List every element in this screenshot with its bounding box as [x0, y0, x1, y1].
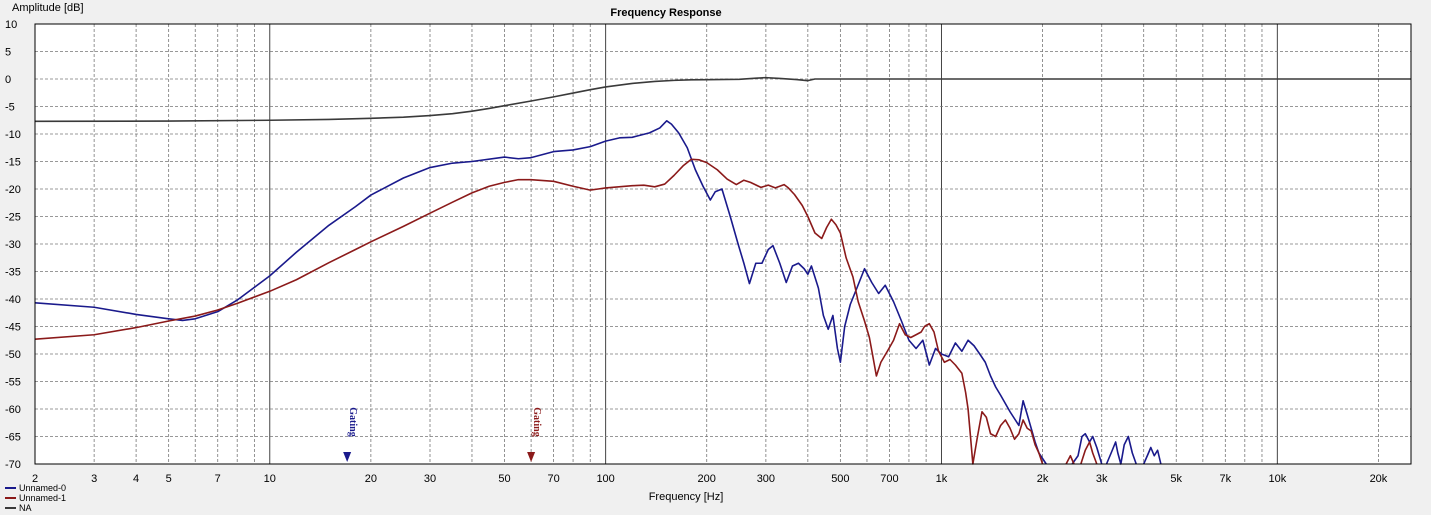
legend-label: Unnamed-1	[19, 493, 66, 503]
x-tick-label: 10	[264, 473, 276, 485]
plot-border	[34, 23, 1412, 465]
y-tick-label: -25	[5, 212, 21, 224]
legend-item: Unnamed-0	[5, 483, 66, 493]
gating-marker: Gating	[343, 407, 358, 462]
y-tick-label: -30	[5, 239, 21, 251]
series-line-segment	[1065, 454, 1075, 465]
x-tick-label: 700	[880, 473, 898, 485]
x-tick-label: 200	[698, 473, 716, 485]
gating-marker-label: Gating	[531, 407, 542, 436]
x-tick-label: 100	[596, 473, 614, 485]
grid	[35, 24, 1411, 464]
series-line	[34, 76, 1411, 123]
x-tick-label: 4	[133, 473, 139, 485]
y-tick-label: -70	[5, 459, 21, 471]
legend-label: NA	[19, 503, 32, 513]
x-tick-label: 5k	[1170, 473, 1182, 485]
x-tick-label: 50	[498, 473, 510, 485]
series-line-segment	[1080, 441, 1098, 465]
gating-markers: Gating Gating	[343, 407, 542, 462]
gating-marker: Gating	[527, 407, 542, 462]
y-tick-label: -55	[5, 377, 21, 389]
series-line-segment	[1142, 446, 1162, 465]
series-line	[34, 120, 1047, 465]
y-tick-label: -40	[5, 294, 21, 306]
y-tick-label: -10	[5, 129, 21, 141]
legend-label: Unnamed-0	[19, 483, 66, 493]
x-tick-label: 2	[32, 473, 38, 485]
x-tick-label: 20k	[1370, 473, 1388, 485]
x-tick-label: 300	[757, 473, 775, 485]
y-tick-label: -15	[5, 157, 21, 169]
series-line	[34, 158, 1044, 465]
y-tick-label: 5	[5, 47, 11, 59]
x-tick-label: 3	[91, 473, 97, 485]
x-tick-label: 70	[547, 473, 559, 485]
y-tick-label: -50	[5, 349, 21, 361]
x-tick-label: 10k	[1268, 473, 1286, 485]
x-tick-label: 7k	[1220, 473, 1232, 485]
x-tick-label: 2k	[1037, 473, 1049, 485]
x-tick-label: 1k	[936, 473, 948, 485]
chart-title: Frequency Response	[610, 7, 721, 19]
y-axis-label: Amplitude [dB]	[12, 2, 84, 14]
x-tick-labels: 2 3 4 5 7 10 20 30 50 70 100 200 300 500 700 1k 2k 3k 5k 7k…	[32, 473, 1388, 485]
series-layer	[34, 76, 1411, 465]
y-tick-label: 10	[5, 19, 17, 31]
x-tick-label: 7	[215, 473, 221, 485]
gating-marker-arrow	[527, 452, 536, 462]
series-unnamed-0	[34, 120, 1162, 465]
x-tick-label: 20	[365, 473, 377, 485]
y-tick-labels: 10 5 0 -5 -10 -15 -20 -25 -30 -35 -40 -45 -50 -55 -60 -…	[5, 19, 21, 471]
x-tick-label: 5	[166, 473, 172, 485]
x-axis-label: Frequency [Hz]	[649, 491, 724, 503]
gating-marker-label: Gating	[347, 407, 358, 436]
series-line-segment	[1071, 432, 1103, 465]
y-tick-label: -5	[5, 102, 15, 114]
y-tick-label: 0	[5, 74, 11, 86]
y-tick-label: -65	[5, 432, 21, 444]
x-tick-label: 3k	[1096, 473, 1108, 485]
series-unnamed-1	[34, 158, 1098, 465]
x-tick-label: 500	[831, 473, 849, 485]
legend-item: NA	[5, 503, 32, 513]
y-tick-label: -45	[5, 322, 21, 334]
x-tick-label: 30	[424, 473, 436, 485]
y-tick-label: -35	[5, 267, 21, 279]
y-tick-label: -20	[5, 184, 21, 196]
y-tick-label: -60	[5, 404, 21, 416]
gating-marker-arrow	[343, 452, 352, 462]
series-na	[34, 76, 1411, 123]
legend-item: Unnamed-1	[5, 493, 66, 503]
